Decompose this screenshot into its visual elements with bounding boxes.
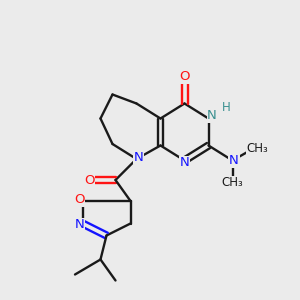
Text: H: H <box>221 100 230 114</box>
Text: CH₃: CH₃ <box>246 142 268 155</box>
Text: CH₃: CH₃ <box>222 176 243 190</box>
Text: O: O <box>179 70 190 83</box>
Text: N: N <box>75 218 84 232</box>
Text: N: N <box>134 151 144 164</box>
Text: N: N <box>180 156 189 170</box>
Text: N: N <box>229 154 239 167</box>
Text: O: O <box>74 193 85 206</box>
Text: O: O <box>84 173 95 187</box>
Text: N: N <box>207 109 217 122</box>
